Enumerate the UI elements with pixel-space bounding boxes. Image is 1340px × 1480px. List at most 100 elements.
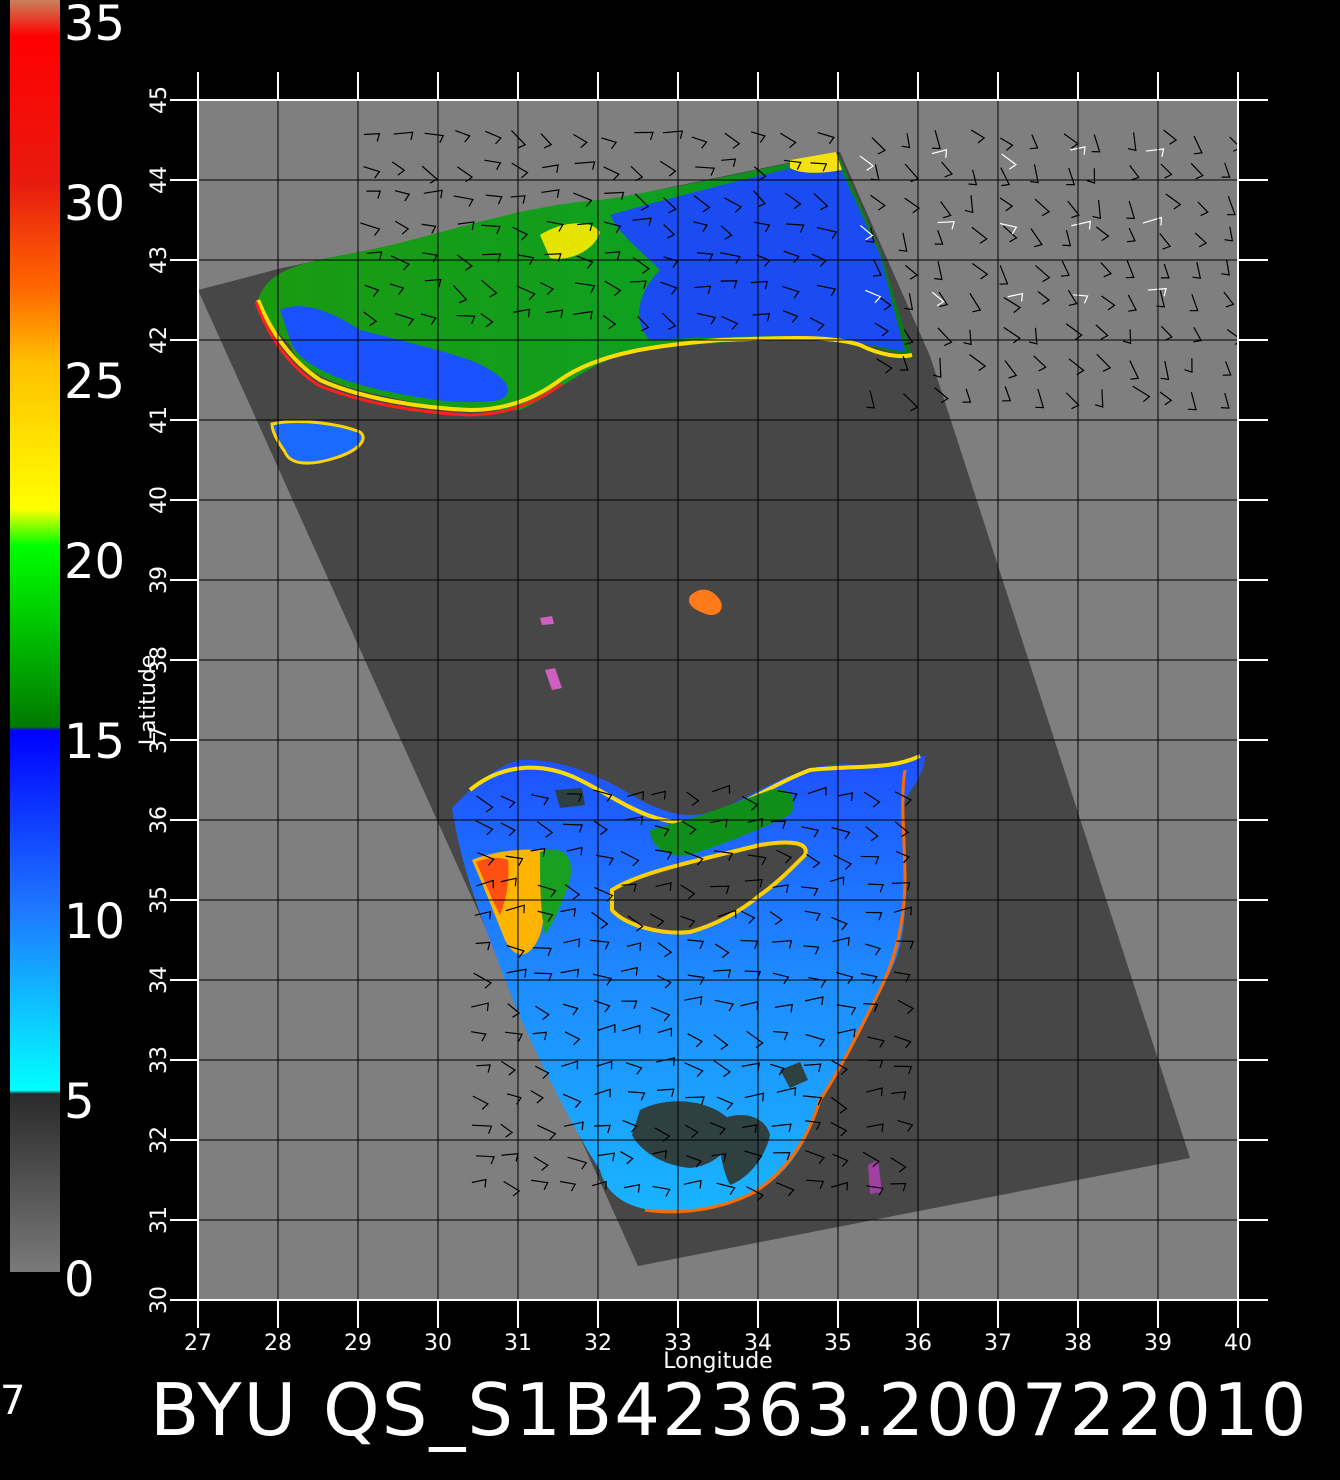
wind-barb	[941, 161, 954, 178]
wind-barb	[1068, 358, 1085, 376]
wind-barb	[693, 221, 708, 233]
wind-barb	[687, 974, 705, 985]
wind-barb	[895, 850, 910, 864]
lat-tick-label: 39	[147, 566, 172, 594]
wind-barb	[657, 1027, 673, 1037]
wind-barb	[366, 190, 382, 199]
wind-barb	[969, 292, 982, 313]
wind-barb	[716, 1182, 736, 1195]
wind-barb	[773, 1151, 791, 1161]
wind-barb	[691, 136, 708, 149]
wind-barb	[805, 1150, 825, 1165]
wind-barb	[421, 165, 439, 184]
wind-barb	[532, 1031, 548, 1041]
wind-barb	[747, 854, 767, 866]
wind-barb	[475, 820, 494, 836]
wind-barb	[530, 1090, 545, 1104]
wind-barb	[1061, 260, 1070, 277]
wind-barb	[1004, 360, 1018, 379]
wind-barb	[830, 1096, 848, 1114]
wind-barb	[1163, 129, 1178, 145]
wind-barb	[776, 849, 793, 864]
wind-barb	[505, 1031, 523, 1042]
wind-barb	[680, 915, 696, 928]
wind-barb	[777, 790, 798, 802]
wind-barb	[872, 258, 882, 277]
lon-tick-label: 38	[1064, 1331, 1092, 1356]
wind-barb	[1003, 326, 1021, 344]
lat-tick-label: 44	[147, 166, 172, 194]
wind-barb	[805, 996, 824, 1006]
wind-barb	[934, 230, 944, 245]
wind-barb	[1194, 232, 1208, 248]
wind-barb	[1101, 295, 1116, 311]
wind-barb	[594, 1000, 611, 1013]
wind-barb	[867, 883, 884, 893]
wind-barb	[560, 907, 576, 917]
lon-tick-label: 37	[984, 1331, 1012, 1356]
calm-zone-south-1	[632, 1101, 733, 1168]
black-sea-coast-red	[254, 301, 563, 417]
wind-barb	[802, 1095, 823, 1106]
wind-barb	[905, 264, 919, 280]
wind-barb	[1065, 323, 1083, 341]
wind-barb	[394, 190, 411, 202]
wind-barb	[770, 1063, 785, 1076]
wind-barb	[500, 795, 516, 809]
wind-barb	[480, 279, 498, 298]
wind-barb	[721, 315, 739, 330]
wind-barb	[621, 1000, 638, 1009]
wind-barb	[754, 221, 771, 233]
wind-barb	[1132, 385, 1151, 403]
wind-barb	[393, 131, 414, 141]
wind-barb	[806, 853, 821, 869]
wind-barb	[1000, 167, 1011, 187]
wind-barb	[780, 132, 797, 149]
wind-barb	[860, 855, 880, 865]
wind-barb	[782, 285, 800, 299]
wind-barb	[453, 284, 468, 304]
wind-barb	[903, 329, 914, 345]
wind-barb	[621, 883, 637, 892]
wind-barb	[775, 1182, 795, 1197]
wind-barb	[681, 820, 697, 836]
wind-barb	[453, 195, 474, 207]
wind-barb	[660, 281, 678, 295]
wind-barb	[1145, 148, 1165, 158]
wind-barb	[971, 226, 988, 244]
longitude-tick-labels: 27 28 29 30 31 32 33 34 35 36 37 38 39 40	[184, 1331, 1252, 1356]
wind-barb	[1197, 201, 1209, 217]
wind-barb	[563, 1121, 584, 1131]
wind-barb	[389, 283, 405, 295]
wind-barb	[934, 387, 949, 404]
magenta-speck-3	[868, 1160, 882, 1194]
wind-barb	[573, 133, 588, 148]
calm-zone-north	[555, 788, 585, 808]
wind-barb	[662, 130, 684, 139]
wind-barb	[536, 821, 554, 838]
wind-barb	[746, 1186, 765, 1202]
wind-barb	[785, 223, 805, 233]
wind-barb	[866, 1087, 883, 1097]
wind-barb	[687, 939, 705, 950]
wind-barb	[561, 1060, 579, 1070]
yellow-patch-north	[540, 223, 600, 259]
wind-barb	[471, 1002, 489, 1012]
wind-barb	[901, 133, 911, 149]
wind-barb	[687, 1033, 704, 1048]
wind-barb	[1127, 132, 1137, 152]
yellow-patch-northeast	[790, 152, 842, 173]
cyprus-island	[610, 840, 808, 935]
wind-barb	[1159, 391, 1173, 406]
wind-barb	[694, 285, 712, 295]
wind-barb	[1220, 392, 1230, 409]
wind-barb	[476, 879, 494, 889]
magenta-speck-1	[545, 668, 562, 690]
wind-barb	[510, 195, 526, 204]
wind-barb	[968, 169, 978, 186]
wind-barb	[1129, 165, 1140, 181]
wind-barb	[652, 1150, 667, 1159]
wind-barb	[801, 886, 819, 897]
wind-barb	[713, 850, 734, 861]
